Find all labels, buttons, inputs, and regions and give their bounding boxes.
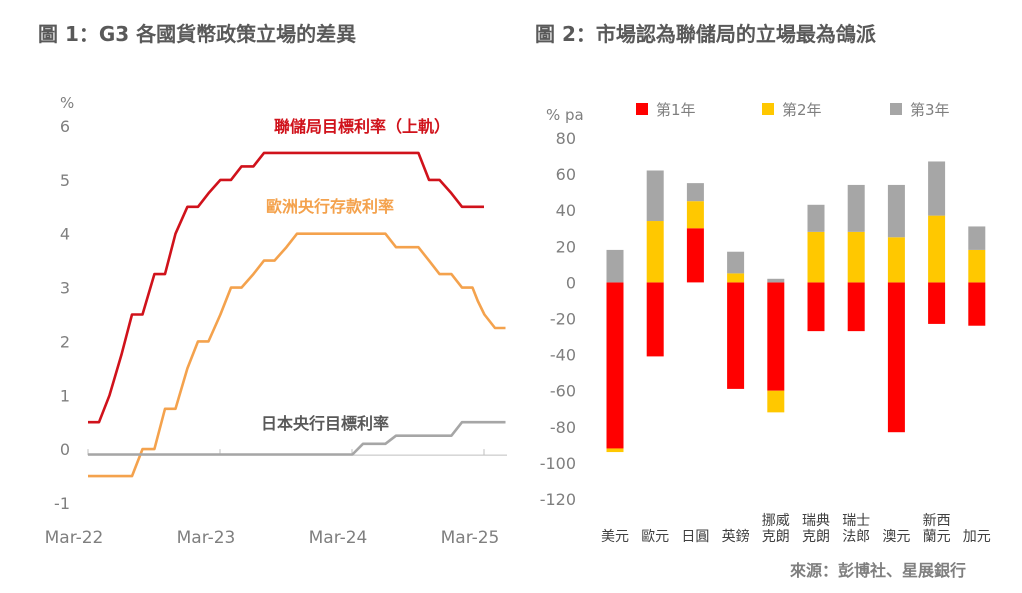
- chart2-category-label-8: 新西蘭元: [923, 513, 951, 545]
- chart1-y-tick-6: 5: [60, 171, 70, 190]
- chart2-bar-4-1: [767, 390, 785, 413]
- chart2-bar-6-1: [847, 231, 865, 283]
- chart2-bar-9-1: [968, 249, 986, 283]
- chart1-series-label-0: 聯儲局目標利率（上軌）: [274, 117, 450, 136]
- chart2-bar-9-0: [968, 282, 986, 326]
- chart2-legend-label-1: 第2年: [782, 101, 822, 119]
- chart2-category-label-line: 加元: [963, 529, 991, 545]
- source-note: 來源：彭博社、星展銀行: [790, 561, 967, 580]
- chart2-y-tick-2: 40: [556, 201, 576, 220]
- chart2-y-tick-4: 0: [566, 273, 576, 292]
- chart2-legend-swatch-0: [636, 103, 648, 115]
- chart1-series-line-1: [88, 232, 506, 478]
- chart2-legend-swatch-1: [762, 103, 774, 115]
- chart2-bar-7-1: [887, 237, 905, 283]
- chart2-y-unit: % pa: [546, 106, 584, 124]
- chart2-bar-9-2: [968, 226, 986, 250]
- chart2-category-label-line: 克朗: [762, 529, 790, 545]
- chart2-category-label-9: 加元: [963, 529, 991, 545]
- chart1-x-tick-1: Mar-23: [177, 528, 236, 548]
- chart1-y-tick-3: 2: [60, 332, 70, 351]
- chart2-category-label-line: 挪威: [762, 513, 790, 529]
- chart1-x-tick-3: Mar-25: [441, 528, 500, 548]
- chart2-bar-8-0: [928, 282, 946, 324]
- chart2-bar-0-0: [606, 282, 624, 449]
- chart2-category-label-4: 挪威克朗: [762, 513, 790, 545]
- chart2-y-tick-6: -40: [550, 346, 576, 365]
- chart2-title: 圖 2：市場認為聯儲局的立場最為鴿派: [535, 22, 876, 46]
- chart2-bar-0-1: [606, 448, 624, 453]
- chart2-bar-4-0: [767, 282, 785, 391]
- chart2-bar-2-1: [686, 201, 704, 229]
- chart2-legend-label-2: 第3年: [910, 101, 950, 119]
- chart2-legend-label-0: 第1年: [656, 101, 696, 119]
- chart2-y-tick-7: -60: [550, 382, 576, 401]
- chart2-category-label-line: 蘭元: [923, 529, 951, 545]
- chart2-category-label-6: 瑞士法郎: [842, 513, 870, 545]
- chart2-bar-5-0: [807, 282, 825, 332]
- chart2-bar-4-2: [767, 278, 785, 283]
- chart1-x-tick-0: Mar-22: [45, 528, 104, 548]
- chart1-series-line-2: [88, 420, 506, 456]
- chart2-bar-1-0: [646, 282, 664, 357]
- chart1-series-label-1: 歐洲央行存款利率: [266, 197, 394, 216]
- chart1-y-tick-4: 3: [60, 279, 70, 298]
- chart2-category-label-line: 瑞士: [842, 513, 870, 529]
- chart2-category-label-line: 歐元: [641, 529, 669, 545]
- chart2-bar-6-0: [847, 282, 865, 332]
- chart2-category-label-line: 法郎: [842, 529, 870, 545]
- chart2-bar-8-1: [928, 215, 946, 283]
- chart2-category-label-line: 克朗: [802, 529, 830, 545]
- chart2-category-label-0: 美元: [601, 529, 629, 545]
- chart2-category-label-line: 瑞典: [802, 513, 830, 529]
- chart2-category-label-7: 澳元: [882, 529, 910, 545]
- chart1-series-label-2: 日本央行目標利率: [261, 414, 389, 433]
- chart2-bar-2-0: [686, 228, 704, 283]
- chart2-category-label-line: 美元: [601, 529, 629, 545]
- chart2-bar-0-2: [606, 249, 624, 283]
- chart2-category-label-line: 英鎊: [722, 528, 750, 545]
- chart2-bar-3-1: [727, 273, 745, 283]
- chart2-bar-7-0: [887, 282, 905, 433]
- chart2-bar-3-2: [727, 251, 745, 274]
- chart2-bar-7-2: [887, 184, 905, 238]
- chart2-y-tick-3: 20: [556, 237, 576, 256]
- chart2-bar-1-1: [646, 221, 664, 283]
- chart1-y-tick-7: 6: [60, 117, 70, 136]
- chart2-bar-8-2: [928, 161, 946, 216]
- chart2-bar-2-2: [686, 183, 704, 202]
- chart1-x-tick-2: Mar-24: [309, 528, 368, 548]
- chart1-y-tick-0: -1: [54, 494, 70, 513]
- chart2-y-tick-1: 60: [556, 165, 576, 184]
- chart1-series-line-0: [88, 151, 484, 424]
- chart1-title: 圖 1：G3 各國貨幣政策立場的差異: [38, 22, 357, 46]
- chart2-y-tick-5: -20: [550, 310, 576, 329]
- chart2-y-tick-8: -80: [550, 418, 576, 437]
- chart2-category-label-1: 歐元: [641, 529, 669, 545]
- chart2-category-label-line: 日圓: [681, 529, 709, 545]
- chart2-bar-3-0: [727, 282, 745, 389]
- chart1-y-tick-2: 1: [60, 386, 70, 405]
- chart1-y-tick-1: 0: [60, 440, 70, 459]
- chart2-category-label-line: 澳元: [882, 529, 910, 545]
- chart2-y-tick-10: -120: [540, 490, 576, 509]
- chart1-y-unit: %: [60, 94, 74, 112]
- chart2-bar-6-2: [847, 184, 865, 232]
- chart2-y-tick-9: -100: [540, 454, 576, 473]
- chart2-category-label-5: 瑞典克朗: [802, 513, 830, 545]
- chart2-category-label-line: 新西: [923, 513, 951, 529]
- chart2-y-tick-0: 80: [556, 129, 576, 148]
- chart2-bar-1-2: [646, 170, 664, 222]
- chart2-bar-5-1: [807, 231, 825, 283]
- chart2-category-label-3: 英鎊: [722, 528, 750, 545]
- chart2-bar-5-2: [807, 204, 825, 232]
- chart2-category-label-2: 日圓: [681, 529, 709, 545]
- chart2-legend-swatch-2: [890, 103, 902, 115]
- chart1-y-tick-5: 4: [60, 225, 70, 244]
